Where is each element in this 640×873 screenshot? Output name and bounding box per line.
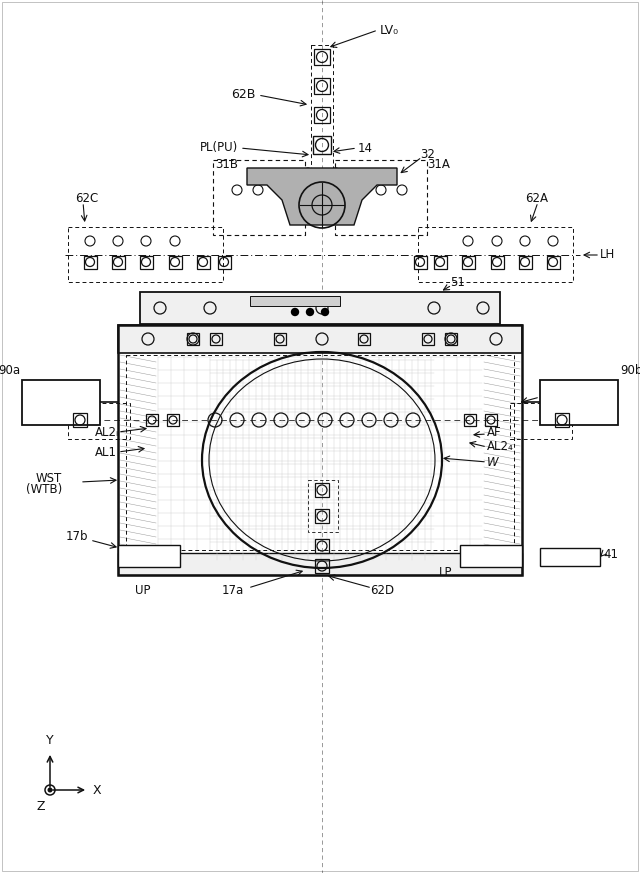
Bar — [146, 414, 158, 426]
Text: LV₀: LV₀ — [380, 24, 399, 37]
Bar — [213, 160, 305, 235]
Text: 62B: 62B — [230, 88, 255, 101]
Text: 51: 51 — [450, 277, 465, 290]
Text: LA: LA — [602, 409, 616, 422]
Bar — [311, 45, 333, 178]
Bar — [490, 256, 504, 269]
Circle shape — [291, 308, 298, 315]
Bar — [445, 333, 457, 345]
Bar — [22, 380, 100, 425]
Text: PL(PU): PL(PU) — [200, 141, 238, 155]
Bar — [460, 545, 522, 567]
Polygon shape — [247, 168, 397, 225]
Bar — [547, 256, 559, 269]
Text: AL1: AL1 — [95, 445, 117, 458]
Text: 62F: 62F — [540, 388, 562, 402]
Text: AL2₄: AL2₄ — [487, 441, 514, 453]
Bar — [422, 333, 434, 345]
Text: LH: LH — [600, 249, 615, 262]
Text: Y: Y — [46, 734, 54, 747]
Bar — [315, 539, 329, 553]
Bar — [464, 414, 476, 426]
Bar — [485, 414, 497, 426]
Bar — [73, 413, 87, 427]
Text: 17a: 17a — [222, 583, 244, 596]
Circle shape — [321, 308, 328, 315]
Text: 90b: 90b — [620, 363, 640, 376]
Text: UP: UP — [135, 583, 151, 596]
Bar — [187, 333, 199, 345]
Bar — [358, 333, 370, 345]
Bar — [126, 355, 514, 550]
Text: W: W — [487, 456, 499, 469]
Bar — [68, 227, 223, 282]
Text: 90a: 90a — [0, 363, 20, 376]
Bar — [315, 483, 329, 497]
Bar — [314, 49, 330, 65]
Bar — [196, 256, 209, 269]
Text: LP: LP — [438, 566, 452, 579]
Bar — [118, 325, 522, 353]
Circle shape — [307, 308, 314, 315]
Bar — [315, 509, 329, 523]
Text: (WTB): (WTB) — [26, 484, 62, 497]
Text: Z: Z — [36, 800, 45, 813]
Text: 62E: 62E — [40, 388, 62, 402]
Bar — [274, 333, 286, 345]
Bar — [314, 78, 330, 94]
Bar — [167, 414, 179, 426]
Bar — [140, 292, 500, 324]
Bar — [210, 333, 222, 345]
Bar — [540, 380, 618, 425]
Text: WST: WST — [36, 471, 62, 485]
Bar — [111, 256, 125, 269]
Text: 62C: 62C — [75, 191, 99, 204]
Bar — [510, 403, 572, 439]
Bar — [413, 256, 426, 269]
Bar — [118, 325, 522, 575]
Bar — [433, 256, 447, 269]
Text: 17b: 17b — [65, 531, 88, 544]
Bar — [461, 256, 474, 269]
Text: 62A: 62A — [525, 191, 548, 204]
Bar — [315, 559, 329, 573]
Text: 14: 14 — [358, 141, 373, 155]
Bar — [118, 553, 522, 575]
Circle shape — [48, 788, 52, 792]
Bar — [313, 136, 331, 154]
Text: 32: 32 — [420, 148, 435, 162]
Text: AF: AF — [487, 425, 502, 438]
Bar — [518, 256, 531, 269]
Text: X: X — [93, 783, 102, 796]
Bar — [335, 160, 427, 235]
Bar — [218, 256, 230, 269]
Bar — [250, 296, 340, 306]
Bar — [140, 256, 152, 269]
Bar — [68, 403, 130, 439]
Bar — [540, 548, 600, 566]
Bar — [308, 480, 338, 532]
Bar — [555, 413, 569, 427]
Text: AL2ᵢ: AL2ᵢ — [95, 425, 119, 438]
Bar — [418, 227, 573, 282]
Text: 31B: 31B — [215, 159, 238, 171]
Bar — [118, 545, 180, 567]
Text: 62D: 62D — [370, 583, 394, 596]
Text: 41: 41 — [603, 548, 618, 561]
Text: 31A: 31A — [427, 159, 450, 171]
Bar — [168, 256, 182, 269]
Bar — [83, 256, 97, 269]
Bar — [314, 107, 330, 123]
